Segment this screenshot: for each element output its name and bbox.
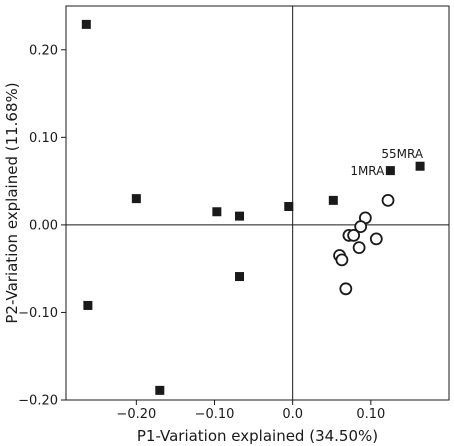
filled-square-point [235,272,245,282]
x-tick-label: 0.10 [356,407,385,422]
y-tick-label: 0.00 [29,218,58,233]
filled-square-point [328,195,338,205]
filled-square-point [235,211,245,221]
open-circle-point [354,220,368,234]
open-circle-point [369,232,383,246]
filled-square-point [415,161,425,171]
point-label: 1MRA [350,164,385,178]
data-points [81,19,425,395]
open-circle-point [339,282,353,296]
plot-frame [65,5,450,401]
filled-square-point [155,385,165,395]
filled-square-point [81,19,91,29]
filled-square-point [284,202,294,212]
point-annotations: 55MRA 1MRA [350,147,424,178]
x-axis-title: P1-Variation explained (34.50%) [137,427,378,445]
x-axis-ticks: −0.20 −0.10 0.0 0.10 [116,400,385,422]
filled-square-point [385,166,395,176]
y-axis-ticks: −0.20 −0.10 0.00 0.10 0.20 [18,43,66,409]
point-label: 55MRA [381,147,423,161]
x-tick-label: −0.20 [116,407,156,422]
y-tick-label: 0.10 [29,131,58,146]
y-tick-label: −0.20 [18,394,58,409]
open-circle-point [347,228,361,242]
y-tick-label: −0.10 [18,306,58,321]
x-tick-label: −0.10 [195,407,235,422]
open-circle-point [335,253,349,267]
x-tick-label: 0.0 [282,407,303,422]
open-circle-point [352,241,366,255]
y-tick-label: 0.20 [29,43,58,58]
y-axis-title: P2-Variation explained (11.68%) [3,82,21,323]
filled-square-point [83,300,93,310]
open-circle-point [381,193,395,207]
filled-square-point [131,194,141,204]
filled-square-point [212,207,222,217]
